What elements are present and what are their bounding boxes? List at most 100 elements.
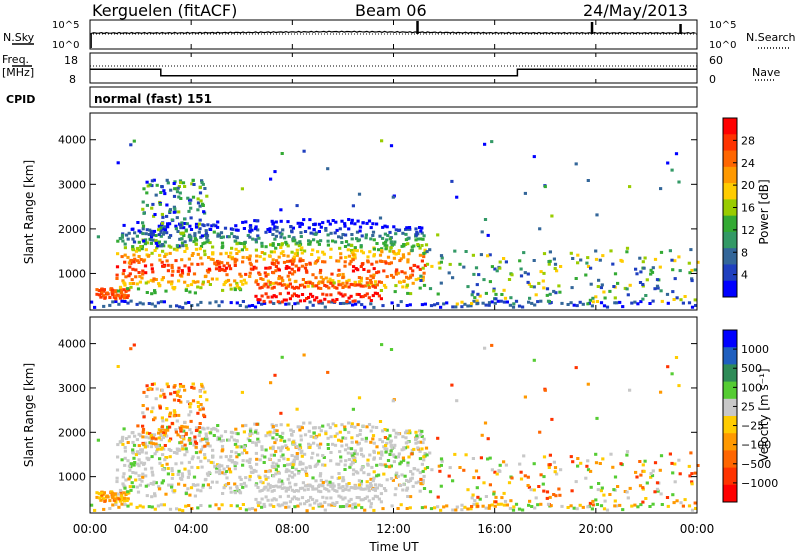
velocity-cell	[160, 481, 164, 485]
power-cell	[481, 301, 485, 305]
velocity-cell	[141, 430, 145, 434]
velocity-cell	[176, 390, 180, 394]
velocity-cell	[311, 485, 315, 489]
velocity-cell	[436, 505, 440, 509]
velocity-cell	[333, 434, 337, 438]
velocity-cell	[138, 483, 142, 487]
velocity-cell	[153, 507, 157, 511]
velocity-cell	[439, 457, 444, 461]
velocity-cell	[277, 458, 281, 462]
power-cell	[380, 250, 384, 254]
power-cell	[284, 266, 288, 270]
velocity-cell	[276, 503, 280, 507]
power-cell	[289, 225, 293, 229]
velocity-cell	[597, 482, 601, 485]
power-cell	[579, 258, 583, 262]
power-cell	[392, 225, 396, 229]
power-cell	[244, 281, 248, 285]
power-cell	[355, 230, 360, 234]
x-tick-label: 08:00	[275, 522, 310, 536]
power-cell	[357, 293, 361, 296]
power-cell	[482, 278, 486, 282]
power-cell	[319, 280, 323, 284]
velocity-cell	[372, 470, 376, 474]
power-cell	[154, 234, 158, 237]
velocity-cell	[308, 421, 312, 425]
y-tick-label: 4000	[58, 134, 86, 147]
velocity-cell	[472, 476, 476, 480]
power-cell	[363, 284, 367, 288]
velocity-cell	[197, 426, 202, 429]
velocity-cell	[184, 492, 188, 496]
velocity-cell	[642, 469, 646, 473]
velocity-cell	[170, 476, 174, 480]
velocity-cell	[199, 489, 203, 493]
power-cell	[286, 220, 290, 224]
velocity-cell	[218, 472, 222, 476]
power-cell	[115, 273, 119, 277]
velocity-cell	[137, 451, 141, 455]
velocity-cell	[401, 456, 405, 460]
velocity-cell	[151, 482, 155, 486]
velocity-cell	[198, 395, 203, 398]
velocity-cell	[134, 471, 138, 475]
velocity-cell	[172, 451, 177, 454]
velocity-cell	[375, 426, 379, 429]
power-cell	[291, 226, 295, 230]
power-cell	[423, 302, 427, 306]
power-cell	[374, 283, 378, 287]
velocity-cell	[659, 492, 663, 496]
velocity-cell	[421, 469, 425, 473]
power-cell	[504, 260, 508, 264]
power-cell	[121, 239, 125, 243]
power-cell	[382, 283, 387, 287]
power-cell	[241, 220, 245, 224]
power-cell	[253, 305, 258, 309]
velocity-cell	[638, 460, 642, 463]
velocity-cell	[694, 507, 698, 510]
velocity-cell	[270, 498, 274, 502]
velocity-cell	[294, 482, 298, 486]
velocity-cell	[439, 463, 443, 467]
power-cell	[285, 242, 289, 246]
power-cell	[268, 230, 272, 233]
velocity-cell	[286, 423, 290, 427]
power-cell	[302, 149, 306, 153]
power-cell	[388, 249, 392, 253]
power-cell	[314, 276, 318, 280]
power-cell	[600, 283, 604, 287]
velocity-cell	[254, 451, 258, 455]
velocity-cell	[319, 490, 323, 494]
power-cell	[306, 284, 310, 288]
power-cell	[270, 219, 274, 223]
power-cell	[192, 272, 197, 276]
power-cell	[220, 241, 225, 245]
velocity-cell	[405, 429, 409, 433]
velocity-cell	[131, 448, 135, 452]
power-cell	[290, 285, 294, 289]
power-cell	[293, 252, 297, 256]
power-cell	[526, 280, 530, 284]
power-cell	[371, 284, 375, 288]
power-cell	[619, 258, 623, 262]
velocity-cell	[165, 456, 169, 459]
power-cell	[288, 282, 292, 286]
power-cell	[276, 261, 280, 265]
velocity-cell	[666, 504, 670, 508]
power-cell	[518, 259, 522, 263]
velocity-cell	[359, 487, 363, 491]
power-cell	[198, 247, 202, 251]
velocity-cell	[438, 469, 442, 473]
power-cell	[514, 299, 519, 303]
velocity-cell	[490, 503, 494, 507]
power-cell	[137, 240, 141, 244]
power-cell	[345, 279, 349, 283]
power-cell	[346, 248, 350, 252]
power-cell	[670, 168, 674, 172]
velocity-cell	[586, 459, 590, 463]
velocity-cell	[139, 448, 143, 452]
velocity-cell	[665, 496, 670, 499]
velocity-cell	[239, 445, 243, 449]
power-cell	[160, 212, 164, 216]
power-cell	[558, 290, 562, 294]
